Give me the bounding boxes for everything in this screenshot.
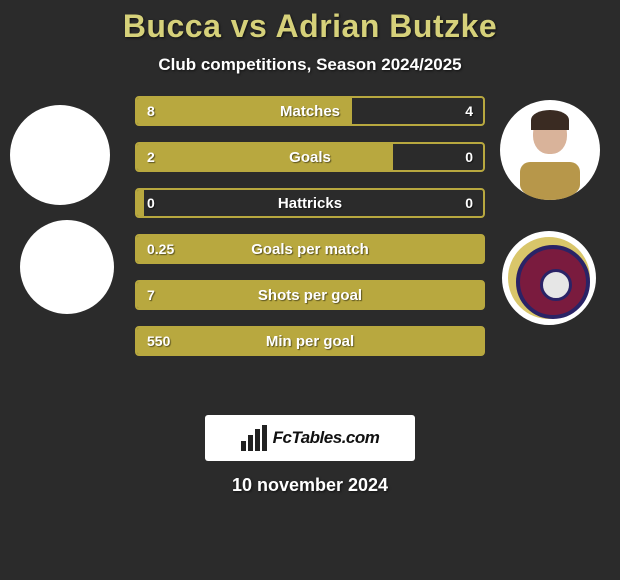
- stat-label: Shots per goal: [137, 282, 483, 308]
- stat-row: 0.25 Goals per match: [135, 234, 485, 264]
- team-left-badge: [20, 220, 114, 314]
- stat-label: Goals: [137, 144, 483, 170]
- date-label: 10 november 2024: [0, 475, 620, 496]
- player-left-avatar: [10, 105, 110, 205]
- bar-chart-icon: [241, 425, 267, 451]
- stat-right-value: 0: [455, 190, 483, 216]
- stat-label: Matches: [137, 98, 483, 124]
- stat-bars: 8 Matches 4 2 Goals 0 0 Hattricks 0 0.25…: [135, 96, 485, 372]
- page-subtitle: Club competitions, Season 2024/2025: [0, 55, 620, 75]
- fctables-label: FcTables.com: [273, 428, 380, 448]
- stat-row: 7 Shots per goal: [135, 280, 485, 310]
- stat-row: 550 Min per goal: [135, 326, 485, 356]
- stat-row: 2 Goals 0: [135, 142, 485, 172]
- stat-right-value: [463, 282, 483, 308]
- stat-right-value: 4: [455, 98, 483, 124]
- stat-row: 0 Hattricks 0: [135, 188, 485, 218]
- page-title: Bucca vs Adrian Butzke: [0, 0, 620, 45]
- stat-right-value: [463, 328, 483, 354]
- stat-right-value: 0: [455, 144, 483, 170]
- stat-row: 8 Matches 4: [135, 96, 485, 126]
- team-right-badge: [502, 231, 596, 325]
- stat-label: Hattricks: [137, 190, 483, 216]
- stat-right-value: [463, 236, 483, 262]
- fctables-watermark: FcTables.com: [205, 415, 415, 461]
- stat-label: Goals per match: [137, 236, 483, 262]
- player-right-avatar: [500, 100, 600, 200]
- stat-label: Min per goal: [137, 328, 483, 354]
